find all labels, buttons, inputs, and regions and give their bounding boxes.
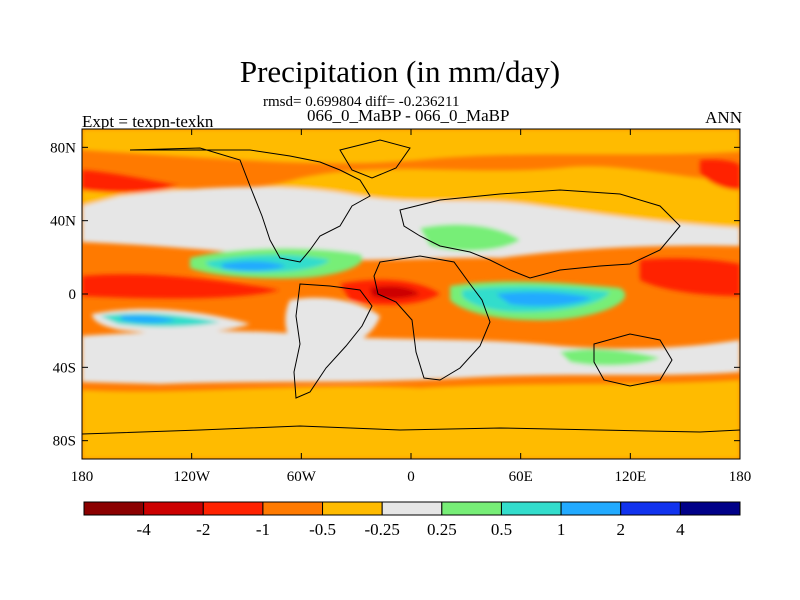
colorbar-swatch <box>620 501 681 516</box>
field-grey-samerica <box>285 297 380 353</box>
colorbar-swatch <box>83 501 145 516</box>
x-tick-label: 180 <box>729 469 752 485</box>
coastline-south-america <box>293 283 373 399</box>
field-red-westpacific <box>640 258 740 296</box>
coastline-antarctica <box>82 425 740 435</box>
x-tick-label: 60W <box>287 469 317 485</box>
colorbar-swatch <box>202 501 264 516</box>
colorbar-label: -4 <box>137 520 152 539</box>
colorbar-label: 0.5 <box>491 520 512 539</box>
colorbar-swatch <box>441 501 502 516</box>
field-red-npacific <box>82 170 180 193</box>
experiment-names: 066_0_MaBP - 066_0_MaBP <box>307 106 510 125</box>
x-tick-label: 120E <box>614 469 646 485</box>
colorbar-swatch <box>500 501 562 516</box>
colorbar-label: 0.25 <box>427 520 457 539</box>
x-tick-label: 180 <box>71 469 94 485</box>
x-tick-label: 0 <box>407 469 415 485</box>
y-tick-label: 0 <box>69 287 77 303</box>
colorbar: -4 -2 -1 -0.5 -0.25 0.25 0.5 1 2 4 <box>83 501 741 539</box>
field-blue-indian <box>496 291 592 306</box>
field-grey-south <box>82 330 740 384</box>
coastline-north-america <box>129 147 371 263</box>
y-tick-label: 80S <box>53 434 76 450</box>
coastlines <box>82 139 740 435</box>
axes: 180 120W 60W 0 60E 120E 180 80N 40N 0 40S 80S <box>50 128 752 485</box>
colorbar-label: -2 <box>196 520 210 539</box>
coastline-africa <box>373 255 491 381</box>
x-tick-label: 120W <box>173 469 211 485</box>
field-yellow-south <box>82 380 740 459</box>
coastline-australia <box>593 333 673 387</box>
colorbar-label: -1 <box>256 520 270 539</box>
field-green-eurasia <box>420 224 520 251</box>
colorbar-label: -0.25 <box>364 520 399 539</box>
x-tick-label: 60E <box>509 469 533 485</box>
chart-title: Precipitation (in mm/day) <box>239 54 561 89</box>
coastline-greenland <box>339 139 411 179</box>
colorbar-label: 2 <box>616 520 625 539</box>
colorbar-swatch <box>679 501 741 516</box>
field-blue-spcz <box>120 315 176 323</box>
colorbar-swatch <box>262 501 324 516</box>
colorbar-label: 4 <box>676 520 685 539</box>
coastline-eurasia <box>399 189 681 279</box>
y-tick-label: 80N <box>50 140 76 156</box>
field-red-kuroshio <box>700 159 740 190</box>
y-tick-label: 40S <box>53 360 76 376</box>
field-yellow-north <box>82 129 740 164</box>
field-red-eqpacific <box>82 274 280 299</box>
field-grey-north <box>82 186 740 261</box>
stats-line: rmsd= 0.699804 diff= -0.236211 <box>263 94 460 110</box>
colorbar-swatch <box>560 501 622 516</box>
field-layer <box>82 129 740 459</box>
field-blue-atlantic <box>222 261 286 271</box>
field-green-south-pacific <box>560 349 660 366</box>
y-tick-label: 40N <box>50 214 76 230</box>
colorbar-swatch <box>143 501 204 516</box>
colorbar-swatch <box>381 501 443 516</box>
colorbar-swatch <box>322 501 383 516</box>
colorbar-label: -0.5 <box>309 520 336 539</box>
expt-label: Expt = texpn-texkn <box>82 112 214 131</box>
colorbar-label: 1 <box>557 520 566 539</box>
season-label: ANN <box>705 108 742 127</box>
